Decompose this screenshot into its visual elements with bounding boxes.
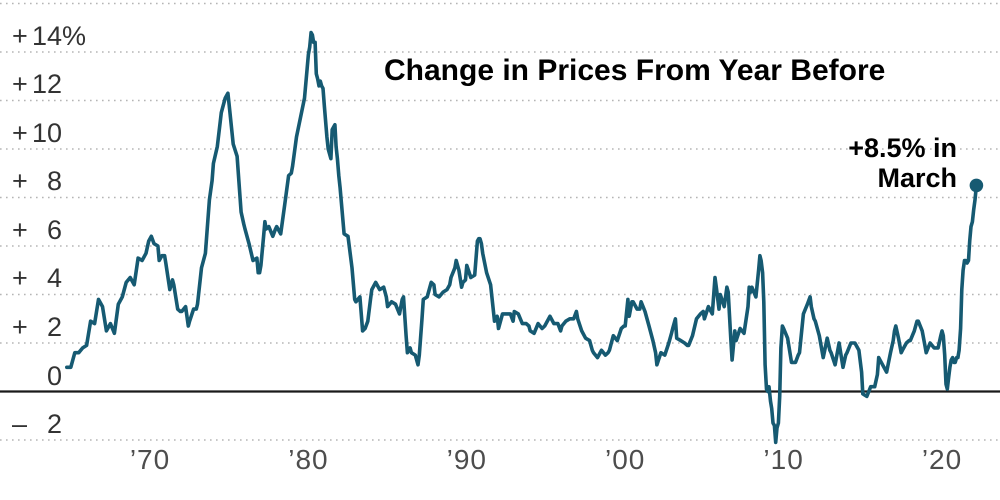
x-axis-label: ’10 xyxy=(763,444,804,475)
y-axis-label: +6 xyxy=(12,216,62,244)
y-axis-label-sign: + xyxy=(12,20,28,51)
latest-value-annotation: +8.5% in March xyxy=(848,133,957,193)
y-axis-label-sign: + xyxy=(12,214,28,245)
y-axis-label-num: 4 xyxy=(46,263,62,294)
inflation-line xyxy=(65,30,979,445)
y-axis-label-num: 8 xyxy=(46,166,62,197)
x-axis-label: ’20 xyxy=(921,444,963,475)
y-axis-label-num: 12 xyxy=(31,69,62,100)
x-axis-label: ’80 xyxy=(288,444,329,475)
y-axis-label-sign: + xyxy=(12,117,28,148)
y-axis-label: –2 xyxy=(12,410,62,438)
y-axis-label-sign: + xyxy=(12,263,28,294)
y-axis-label-suffix: % xyxy=(62,20,87,51)
y-axis-label: +12 xyxy=(12,70,62,98)
y-axis-label-num: 10 xyxy=(31,117,62,148)
y-axis-label: +14% xyxy=(12,20,86,51)
y-axis-label-sign: + xyxy=(12,69,28,100)
y-axis-label: +2 xyxy=(12,313,62,341)
y-axis-label: +4 xyxy=(12,264,62,292)
latest-point-marker xyxy=(969,178,984,193)
y-axis-label-sign: + xyxy=(12,166,28,197)
y-axis-label: 0 xyxy=(12,362,62,390)
annotation-line2: March xyxy=(877,163,957,193)
y-axis-label-sign: – xyxy=(12,409,28,439)
y-axis-label-sign: + xyxy=(12,312,28,342)
chart-title: Change in Prices From Year Before xyxy=(384,54,886,87)
x-axis-label: ’90 xyxy=(446,444,487,475)
y-axis-label: +8 xyxy=(12,167,62,195)
y-axis-label-num: 2 xyxy=(46,312,62,342)
x-axis-label: ’70 xyxy=(129,444,171,475)
y-axis-label-num: 0 xyxy=(46,360,62,391)
y-axis-label-num: 6 xyxy=(46,214,62,245)
y-axis-label: +10 xyxy=(12,119,62,147)
y-axis-label-num: 14 xyxy=(31,20,62,51)
annotation-line1: +8.5% in xyxy=(848,133,957,163)
y-axis-label-num: 2 xyxy=(46,409,62,439)
x-axis-label: ’00 xyxy=(605,444,646,475)
